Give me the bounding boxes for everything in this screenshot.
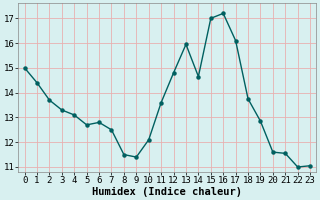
X-axis label: Humidex (Indice chaleur): Humidex (Indice chaleur)	[92, 186, 242, 197]
